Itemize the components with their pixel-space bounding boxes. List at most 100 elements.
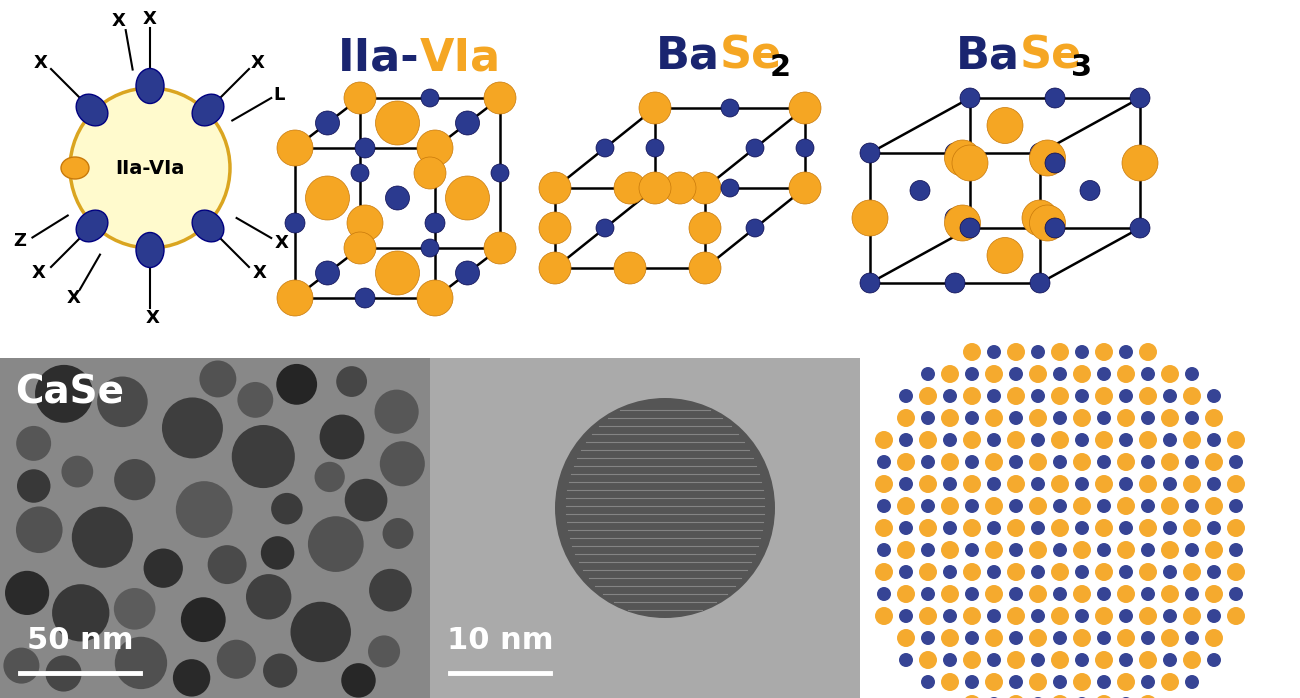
Circle shape bbox=[1072, 629, 1091, 647]
Circle shape bbox=[341, 663, 376, 697]
Circle shape bbox=[1008, 651, 1024, 669]
Circle shape bbox=[1045, 218, 1065, 238]
Circle shape bbox=[1161, 585, 1179, 603]
Ellipse shape bbox=[192, 210, 224, 242]
Circle shape bbox=[1227, 431, 1245, 449]
Circle shape bbox=[1205, 409, 1223, 427]
Circle shape bbox=[1164, 565, 1176, 579]
Circle shape bbox=[114, 459, 156, 500]
Circle shape bbox=[337, 366, 367, 397]
Circle shape bbox=[446, 176, 490, 220]
Text: X: X bbox=[146, 309, 160, 327]
Circle shape bbox=[963, 563, 982, 581]
Circle shape bbox=[368, 635, 400, 667]
Circle shape bbox=[277, 130, 313, 166]
Circle shape bbox=[942, 477, 957, 491]
Circle shape bbox=[1139, 343, 1157, 361]
Circle shape bbox=[1186, 587, 1199, 601]
Circle shape bbox=[1206, 565, 1221, 579]
Circle shape bbox=[1130, 88, 1150, 108]
Circle shape bbox=[987, 433, 1001, 447]
Circle shape bbox=[941, 629, 959, 647]
Circle shape bbox=[1186, 499, 1199, 513]
Circle shape bbox=[1045, 153, 1065, 173]
Circle shape bbox=[1141, 367, 1154, 381]
Circle shape bbox=[143, 549, 183, 588]
Circle shape bbox=[1075, 345, 1089, 359]
Circle shape bbox=[1072, 453, 1091, 471]
Circle shape bbox=[963, 607, 982, 625]
Circle shape bbox=[1139, 651, 1157, 669]
Circle shape bbox=[425, 213, 445, 233]
Circle shape bbox=[919, 563, 937, 581]
Circle shape bbox=[878, 455, 891, 469]
Circle shape bbox=[176, 481, 233, 538]
Circle shape bbox=[987, 653, 1001, 667]
Circle shape bbox=[1030, 497, 1047, 515]
Circle shape bbox=[1050, 519, 1069, 537]
Circle shape bbox=[1164, 477, 1176, 491]
Circle shape bbox=[1161, 629, 1179, 647]
Circle shape bbox=[920, 367, 935, 381]
Circle shape bbox=[1139, 563, 1157, 581]
Circle shape bbox=[987, 107, 1023, 144]
Circle shape bbox=[965, 455, 979, 469]
Circle shape bbox=[1117, 497, 1135, 515]
Circle shape bbox=[640, 92, 671, 124]
Circle shape bbox=[1075, 389, 1089, 403]
Circle shape bbox=[942, 609, 957, 623]
Circle shape bbox=[382, 518, 413, 549]
Circle shape bbox=[987, 697, 1001, 698]
Circle shape bbox=[1117, 365, 1135, 383]
Circle shape bbox=[173, 659, 211, 697]
Circle shape bbox=[1072, 541, 1091, 559]
Circle shape bbox=[959, 88, 980, 108]
Ellipse shape bbox=[77, 210, 108, 242]
Circle shape bbox=[1080, 181, 1100, 200]
Circle shape bbox=[261, 536, 294, 570]
Circle shape bbox=[320, 415, 364, 459]
Circle shape bbox=[1117, 629, 1135, 647]
Circle shape bbox=[1050, 343, 1069, 361]
Circle shape bbox=[1206, 521, 1221, 535]
Circle shape bbox=[1095, 343, 1113, 361]
Circle shape bbox=[1141, 543, 1154, 557]
Ellipse shape bbox=[192, 94, 224, 126]
Circle shape bbox=[114, 588, 156, 630]
Circle shape bbox=[540, 172, 571, 204]
Circle shape bbox=[1075, 609, 1089, 623]
Circle shape bbox=[595, 219, 614, 237]
Circle shape bbox=[1122, 145, 1158, 181]
Circle shape bbox=[878, 543, 891, 557]
Circle shape bbox=[919, 431, 937, 449]
Circle shape bbox=[98, 376, 148, 427]
Circle shape bbox=[17, 469, 51, 503]
Circle shape bbox=[897, 409, 915, 427]
Circle shape bbox=[942, 433, 957, 447]
Circle shape bbox=[1095, 475, 1113, 493]
Circle shape bbox=[263, 653, 298, 688]
Circle shape bbox=[1009, 543, 1023, 557]
Circle shape bbox=[875, 519, 893, 537]
Circle shape bbox=[942, 521, 957, 535]
Circle shape bbox=[421, 89, 439, 107]
Text: X: X bbox=[34, 54, 47, 72]
Circle shape bbox=[1164, 433, 1176, 447]
Circle shape bbox=[1119, 609, 1134, 623]
Circle shape bbox=[952, 145, 988, 181]
Circle shape bbox=[987, 345, 1001, 359]
Circle shape bbox=[920, 499, 935, 513]
Circle shape bbox=[875, 475, 893, 493]
Text: X: X bbox=[252, 264, 266, 282]
Circle shape bbox=[1119, 433, 1134, 447]
Circle shape bbox=[1031, 609, 1045, 623]
Circle shape bbox=[963, 695, 982, 698]
FancyBboxPatch shape bbox=[0, 358, 430, 698]
Circle shape bbox=[1053, 543, 1067, 557]
Circle shape bbox=[35, 365, 92, 423]
Circle shape bbox=[1206, 653, 1221, 667]
Circle shape bbox=[1164, 389, 1176, 403]
Circle shape bbox=[1206, 609, 1221, 623]
Circle shape bbox=[376, 251, 420, 295]
Circle shape bbox=[376, 101, 420, 145]
